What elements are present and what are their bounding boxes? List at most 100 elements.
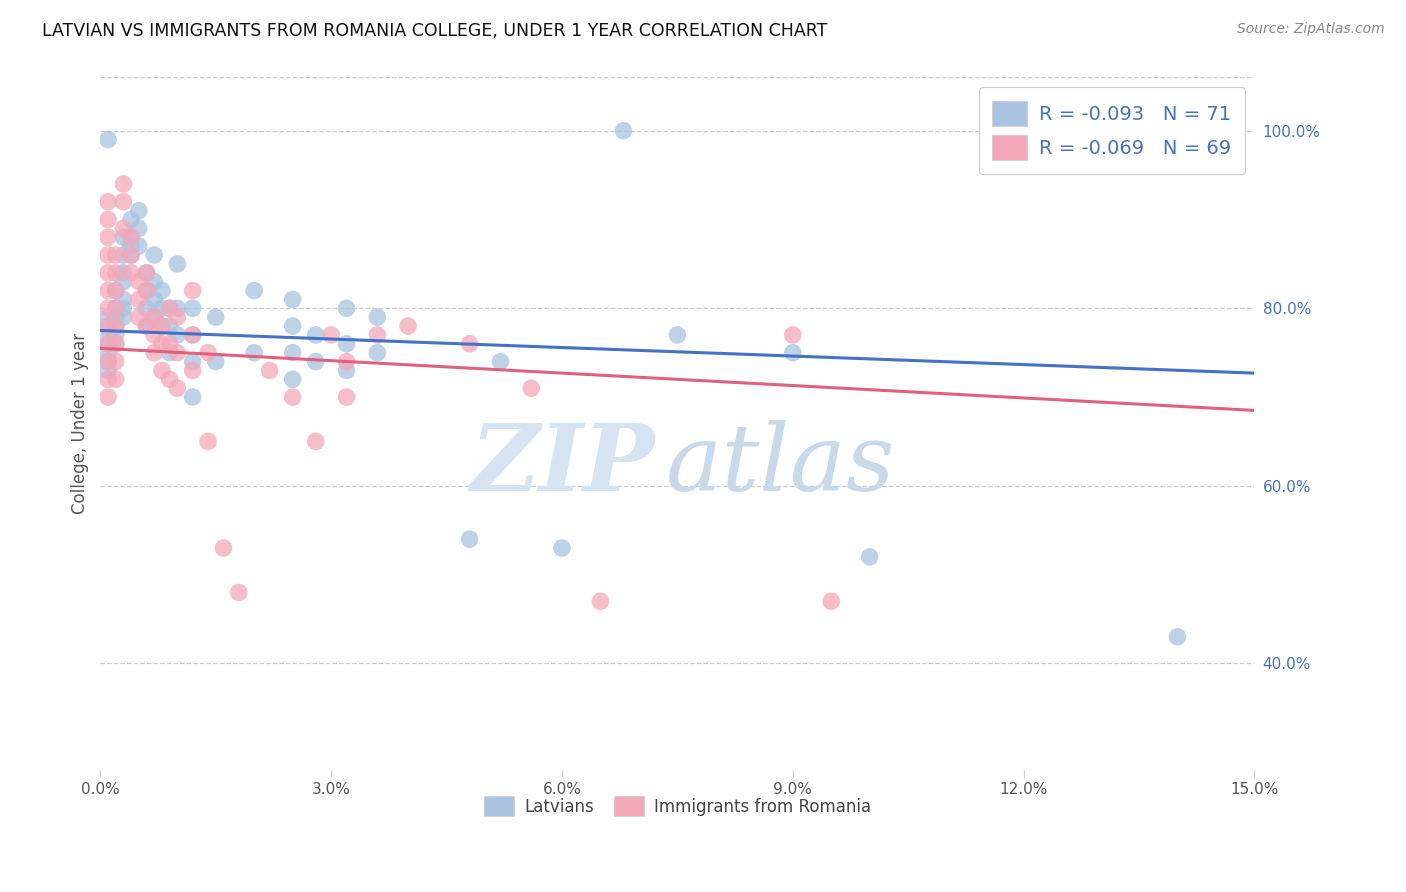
Point [104,372,127,386]
Point [97,310,120,325]
Point [97,284,120,298]
Point [97,248,120,262]
Point [143,310,166,325]
Point [97,354,120,368]
Point [335,390,357,404]
Point [181,327,204,342]
Point [1128,132,1150,146]
Point [128,310,150,325]
Point [112,230,135,244]
Point [150,336,173,351]
Point [128,221,150,235]
Point [150,319,173,334]
Point [281,293,304,307]
Point [859,549,882,564]
Point [104,301,127,316]
Point [489,354,512,368]
Point [305,354,328,368]
Point [120,212,142,227]
Point [104,354,127,368]
Point [112,177,135,191]
Point [112,266,135,280]
Point [97,372,120,386]
Point [458,336,481,351]
Point [97,212,120,227]
Point [228,585,250,599]
Legend: Latvians, Immigrants from Romania: Latvians, Immigrants from Romania [475,788,879,824]
Point [104,319,127,334]
Point [128,275,150,289]
Point [166,257,188,271]
Point [143,327,166,342]
Point [143,310,166,325]
Point [197,434,219,449]
Point [104,327,127,342]
Point [396,319,419,334]
Point [159,319,181,334]
Point [335,363,357,377]
Point [305,434,328,449]
Point [181,284,204,298]
Point [135,284,157,298]
Point [97,319,120,334]
Point [120,248,142,262]
Point [135,266,157,280]
Point [212,541,235,555]
Point [166,381,188,395]
Point [335,336,357,351]
Point [104,310,127,325]
Point [204,354,226,368]
Point [104,319,127,334]
Point [112,248,135,262]
Point [97,336,120,351]
Point [97,336,120,351]
Point [820,594,842,608]
Point [181,354,204,368]
Point [112,194,135,209]
Point [128,203,150,218]
Point [135,284,157,298]
Point [112,275,135,289]
Point [104,336,127,351]
Point [159,301,181,316]
Point [135,266,157,280]
Point [128,239,150,253]
Point [305,327,328,342]
Text: atlas: atlas [666,420,896,510]
Point [97,363,120,377]
Point [281,372,304,386]
Point [243,345,266,359]
Point [166,310,188,325]
Point [150,319,173,334]
Text: LATVIAN VS IMMIGRANTS FROM ROMANIA COLLEGE, UNDER 1 YEAR CORRELATION CHART: LATVIAN VS IMMIGRANTS FROM ROMANIA COLLE… [42,22,828,40]
Point [135,319,157,334]
Point [551,541,574,555]
Point [281,390,304,404]
Point [104,284,127,298]
Point [197,345,219,359]
Point [120,266,142,280]
Point [159,372,181,386]
Point [104,248,127,262]
Point [281,319,304,334]
Point [104,284,127,298]
Point [143,248,166,262]
Point [112,221,135,235]
Point [321,327,343,342]
Text: Source: ZipAtlas.com: Source: ZipAtlas.com [1237,22,1385,37]
Point [97,327,120,342]
Point [181,301,204,316]
Point [166,345,188,359]
Point [181,390,204,404]
Point [366,310,388,325]
Point [589,594,612,608]
Point [97,301,120,316]
Point [1166,630,1188,644]
Point [135,301,157,316]
Point [135,319,157,334]
Point [159,345,181,359]
Point [159,301,181,316]
Point [97,354,120,368]
Point [104,336,127,351]
Point [97,266,120,280]
